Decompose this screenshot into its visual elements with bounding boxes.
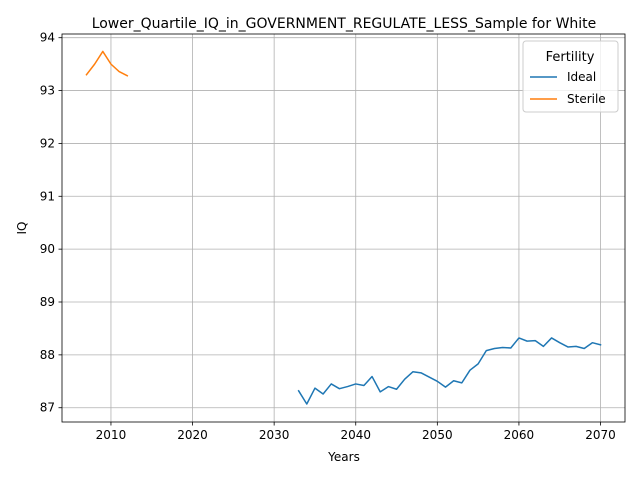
legend: Fertility Ideal Sterile <box>522 40 619 113</box>
x-tick-label: 2040 <box>340 428 371 442</box>
y-tick-label: 94 <box>40 31 55 45</box>
y-tick-label: 89 <box>40 295 55 309</box>
x-tick-label: 2020 <box>177 428 208 442</box>
y-axis-label: IQ <box>15 222 29 235</box>
y-tick-label: 90 <box>40 242 55 256</box>
x-tick-label: 2010 <box>96 428 127 442</box>
series-line-ideal <box>297 337 602 405</box>
y-axis-ticks: 87 88 89 90 91 92 93 94 <box>40 31 62 415</box>
legend-box <box>522 40 619 113</box>
y-tick-label: 93 <box>40 84 55 98</box>
y-tick-label: 88 <box>40 348 55 362</box>
plot-series <box>85 50 602 405</box>
series-line-sterile <box>85 50 129 77</box>
chart-title: Lower_Quartile_IQ_in_GOVERNMENT_REGULATE… <box>92 16 597 32</box>
y-tick-label: 92 <box>40 136 55 150</box>
x-axis-ticks: 2010 2020 2030 2040 2050 2060 2070 <box>96 422 616 442</box>
grid <box>62 34 625 422</box>
x-tick-label: 2050 <box>422 428 453 442</box>
x-tick-label: 2030 <box>259 428 290 442</box>
y-tick-label: 87 <box>40 401 55 415</box>
legend-title: Fertility <box>546 50 595 65</box>
x-axis-label: Years <box>327 450 360 464</box>
x-tick-label: 2060 <box>504 428 535 442</box>
plot-area-frame <box>61 33 626 423</box>
y-tick-label: 91 <box>40 189 55 203</box>
legend-ideal-label: Ideal <box>567 70 596 84</box>
x-tick-label: 2070 <box>585 428 616 442</box>
legend-sterile-label: Sterile <box>567 92 606 106</box>
